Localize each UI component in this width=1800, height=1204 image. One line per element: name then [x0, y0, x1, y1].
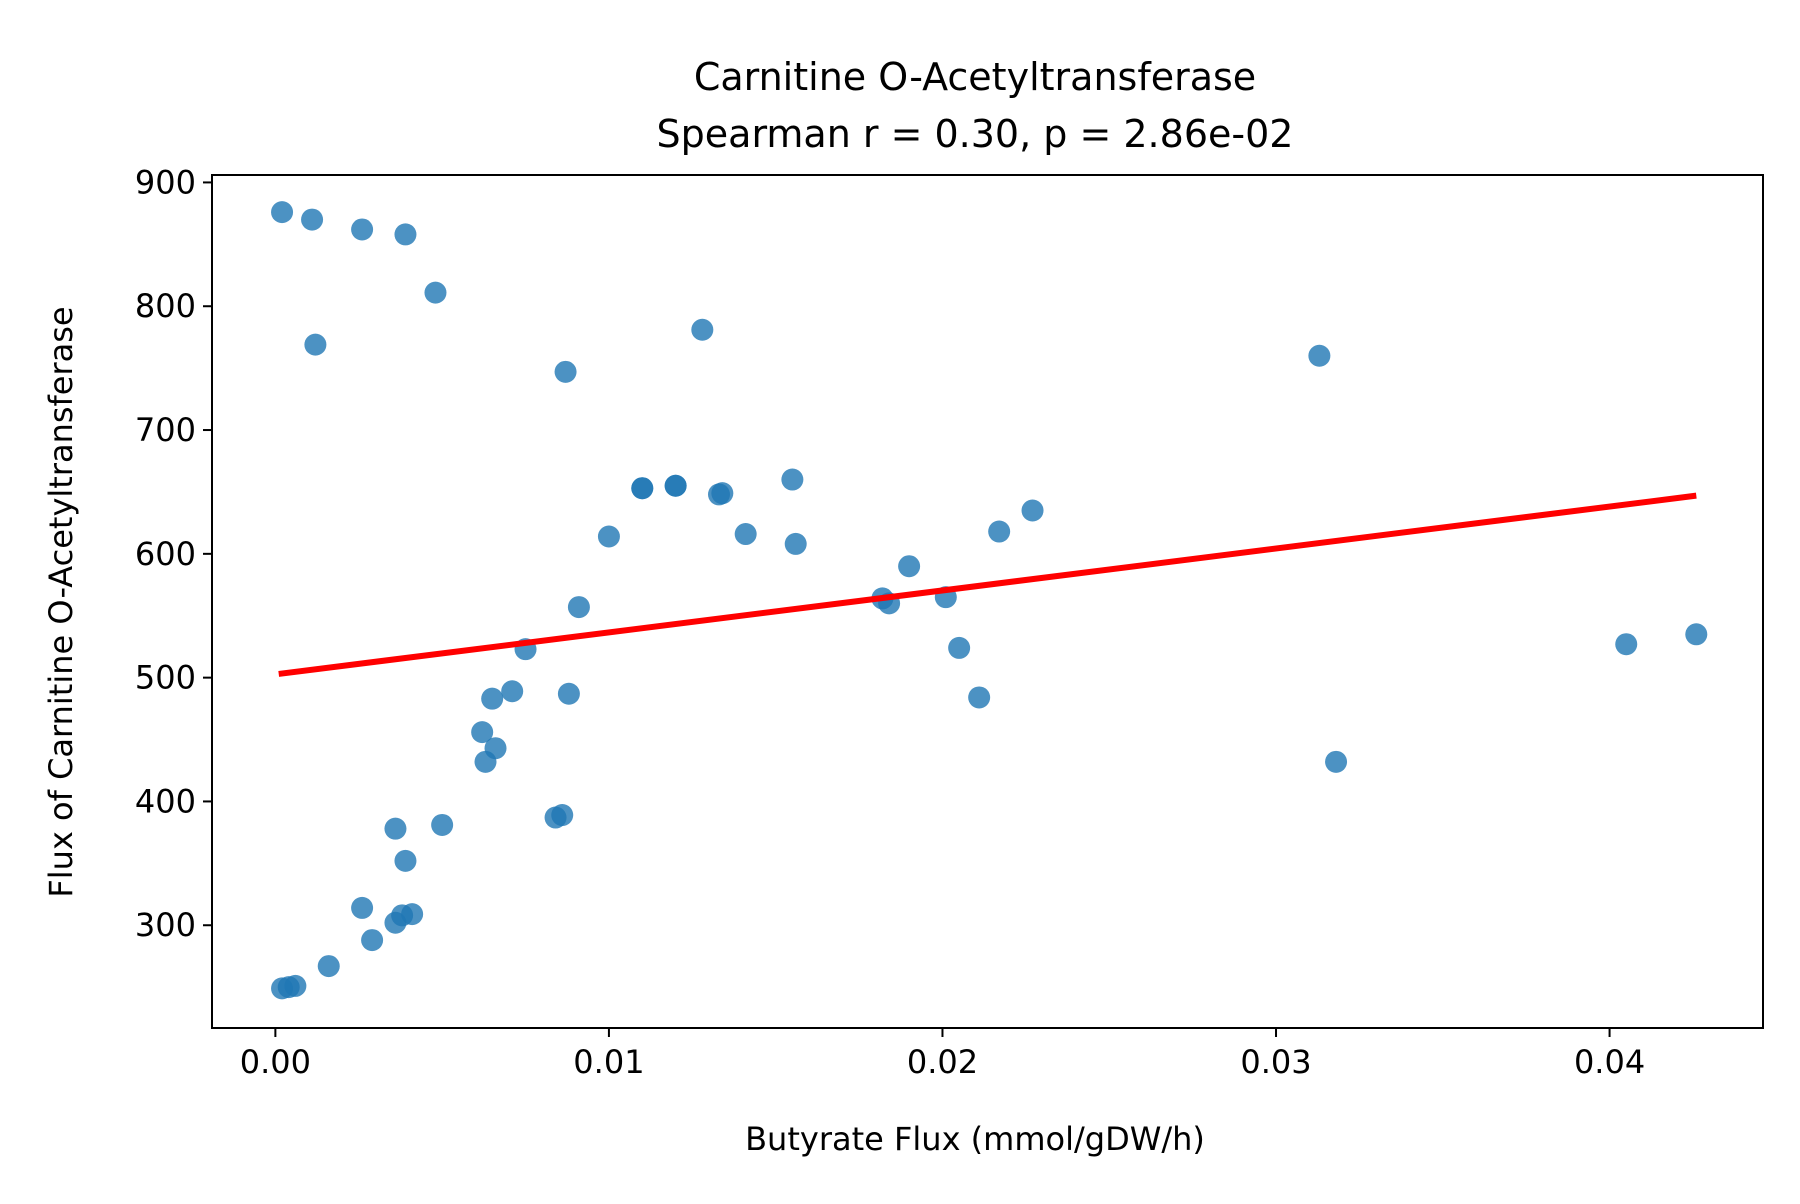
data-point — [474, 750, 497, 773]
data-point — [968, 686, 991, 709]
data-point — [394, 223, 417, 246]
data-point — [988, 520, 1011, 543]
plot-frame — [211, 174, 1764, 1029]
chart-subtitle: Spearman r = 0.30, p = 2.86e-02 — [657, 112, 1294, 156]
data-point — [401, 903, 424, 926]
data-point — [351, 896, 374, 919]
y-tick-label: 900 — [135, 163, 196, 201]
data-point — [431, 813, 454, 836]
data-point — [424, 281, 447, 304]
data-point — [1325, 750, 1348, 773]
data-point — [784, 532, 807, 555]
data-point — [317, 955, 340, 978]
data-point — [361, 929, 384, 952]
data-point — [551, 804, 574, 827]
data-point — [567, 596, 590, 619]
x-tick-label: 0.03 — [1240, 1043, 1311, 1081]
y-axis-label: Flux of Carnitine O-Acetyltransferase — [42, 306, 80, 897]
data-point — [734, 523, 757, 546]
data-point — [557, 682, 580, 705]
data-point — [284, 974, 307, 997]
chart-title: Carnitine O-Acetyltransferase — [694, 55, 1256, 99]
y-tick-label: 600 — [135, 535, 196, 573]
data-point — [351, 218, 374, 241]
data-point — [898, 555, 921, 578]
data-point — [471, 721, 494, 744]
data-point — [711, 482, 734, 505]
data-point — [301, 208, 324, 231]
y-tick-label: 300 — [135, 906, 196, 944]
data-point — [554, 360, 577, 383]
data-point — [1615, 633, 1638, 656]
x-axis-label: Butyrate Flux (mmol/gDW/h) — [745, 1120, 1205, 1158]
data-point — [948, 636, 971, 659]
data-point — [394, 849, 417, 872]
y-tick-label: 700 — [135, 411, 196, 449]
data-point — [304, 333, 327, 356]
y-tick-label: 400 — [135, 782, 196, 820]
regression-line — [278, 492, 1697, 677]
data-point — [631, 477, 654, 500]
data-point — [691, 318, 714, 341]
data-point — [664, 474, 687, 497]
plot-area: 0.00 0.01 0.02 0.03 0.04 300 400 500 600 700 800 90… — [135, 163, 1764, 1081]
data-point — [781, 468, 804, 491]
data-point — [481, 687, 504, 710]
data-point — [597, 525, 620, 548]
y-tick-label: 800 — [135, 287, 196, 325]
data-point — [1021, 499, 1044, 522]
data-point — [501, 680, 524, 703]
data-point — [1685, 623, 1708, 646]
x-tick-label: 0.01 — [573, 1043, 644, 1081]
x-tick-label: 0.00 — [240, 1043, 311, 1081]
y-tick-label: 500 — [135, 659, 196, 697]
data-point — [1308, 344, 1331, 367]
data-point — [384, 817, 407, 840]
x-tick-label: 0.04 — [1574, 1043, 1645, 1081]
x-tick-label: 0.02 — [907, 1043, 978, 1081]
data-point — [271, 201, 294, 224]
